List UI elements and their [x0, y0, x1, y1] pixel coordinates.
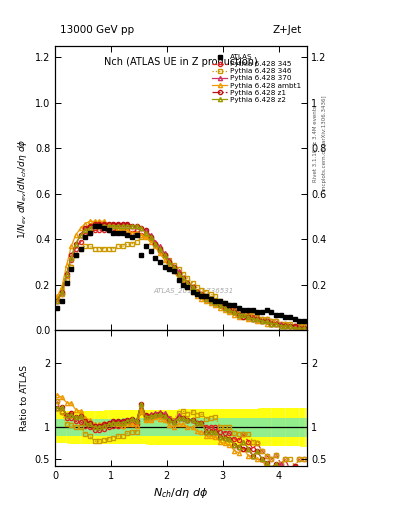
Pythia 6.428 345 [209, 295, 213, 302]
Pythia 6.428 345 [153, 241, 158, 247]
Pythia 6.428 346 [302, 323, 307, 329]
Line: Pythia 6.428 z2: Pythia 6.428 z2 [55, 224, 307, 330]
Line: Pythia 6.428 z1: Pythia 6.428 z1 [55, 222, 307, 330]
ATLAS [55, 305, 60, 311]
Text: mcplots.cern.ch [arXiv:1306.3436]: mcplots.cern.ch [arXiv:1306.3436] [322, 96, 327, 191]
Pythia 6.428 370 [209, 298, 213, 304]
Pythia 6.428 345 [288, 323, 293, 329]
Text: 13000 GeV pp: 13000 GeV pp [60, 25, 134, 35]
Pythia 6.428 370 [153, 239, 158, 245]
Pythia 6.428 z2 [195, 289, 199, 295]
ATLAS [101, 225, 106, 231]
Pythia 6.428 346 [143, 232, 148, 238]
Pythia 6.428 345 [101, 227, 106, 233]
Pythia 6.428 ambt1 [153, 243, 158, 249]
Pythia 6.428 346 [204, 289, 209, 295]
Text: Z+Jet: Z+Jet [272, 25, 301, 35]
Pythia 6.428 345 [302, 323, 307, 329]
Line: Pythia 6.428 ambt1: Pythia 6.428 ambt1 [55, 219, 307, 330]
Pythia 6.428 370 [204, 295, 209, 302]
Pythia 6.428 ambt1 [302, 325, 307, 331]
Line: ATLAS: ATLAS [55, 223, 307, 324]
Pythia 6.428 z2 [292, 325, 297, 331]
Pythia 6.428 ambt1 [195, 293, 199, 300]
Pythia 6.428 345 [227, 305, 232, 311]
Pythia 6.428 370 [297, 325, 302, 331]
ATLAS [209, 295, 213, 302]
Pythia 6.428 z1 [153, 241, 158, 247]
Pythia 6.428 370 [101, 221, 106, 227]
Pythia 6.428 346 [195, 284, 199, 290]
Pythia 6.428 345 [204, 293, 209, 300]
Pythia 6.428 370 [302, 325, 307, 331]
ATLAS [204, 293, 209, 300]
Pythia 6.428 z1 [195, 289, 199, 295]
ATLAS [297, 318, 302, 325]
Line: Pythia 6.428 345: Pythia 6.428 345 [55, 228, 307, 328]
Pythia 6.428 346 [292, 323, 297, 329]
Pythia 6.428 346 [209, 291, 213, 297]
ATLAS [92, 223, 97, 229]
Pythia 6.428 370 [92, 221, 97, 227]
Pythia 6.428 ambt1 [227, 309, 232, 315]
Pythia 6.428 z2 [209, 298, 213, 304]
Y-axis label: Ratio to ATLAS: Ratio to ATLAS [20, 365, 29, 431]
Pythia 6.428 ambt1 [55, 293, 60, 300]
Pythia 6.428 345 [55, 295, 60, 302]
Pythia 6.428 346 [227, 303, 232, 309]
ATLAS [227, 303, 232, 309]
Pythia 6.428 z2 [227, 307, 232, 313]
Pythia 6.428 z2 [153, 241, 158, 247]
Pythia 6.428 ambt1 [292, 325, 297, 331]
Pythia 6.428 z1 [297, 325, 302, 331]
Line: Pythia 6.428 370: Pythia 6.428 370 [55, 222, 307, 330]
Pythia 6.428 345 [195, 289, 199, 295]
Pythia 6.428 z2 [101, 223, 106, 229]
Pythia 6.428 370 [55, 298, 60, 304]
Line: Pythia 6.428 346: Pythia 6.428 346 [55, 233, 307, 328]
Pythia 6.428 ambt1 [209, 300, 213, 306]
Pythia 6.428 z1 [227, 307, 232, 313]
Pythia 6.428 z2 [55, 298, 60, 304]
Pythia 6.428 ambt1 [204, 298, 209, 304]
Pythia 6.428 z1 [204, 295, 209, 302]
ATLAS [195, 291, 199, 297]
Pythia 6.428 ambt1 [87, 218, 92, 224]
X-axis label: $N_{ch}/d\eta\ d\phi$: $N_{ch}/d\eta\ d\phi$ [153, 486, 208, 500]
Pythia 6.428 z2 [92, 223, 97, 229]
Text: Rivet 3.1.10, ≥ 3.4M events: Rivet 3.1.10, ≥ 3.4M events [312, 105, 318, 182]
Pythia 6.428 370 [195, 289, 199, 295]
ATLAS [153, 254, 158, 261]
Pythia 6.428 z1 [302, 325, 307, 331]
Pythia 6.428 z2 [302, 325, 307, 331]
Y-axis label: $1/N_{ev}\ dN_{ev}/dN_{ch}/d\eta\ d\phi$: $1/N_{ev}\ dN_{ev}/dN_{ch}/d\eta\ d\phi$ [16, 138, 29, 239]
Text: ATLAS_2019_I1736531: ATLAS_2019_I1736531 [153, 287, 233, 293]
Pythia 6.428 ambt1 [101, 218, 106, 224]
Pythia 6.428 370 [227, 307, 232, 313]
Pythia 6.428 346 [97, 246, 101, 252]
Pythia 6.428 z1 [55, 298, 60, 304]
Pythia 6.428 345 [92, 227, 97, 233]
Pythia 6.428 z1 [101, 221, 106, 227]
Pythia 6.428 z1 [209, 298, 213, 304]
Pythia 6.428 z1 [92, 221, 97, 227]
Pythia 6.428 346 [55, 295, 60, 302]
Pythia 6.428 z2 [204, 295, 209, 302]
Legend: ATLAS, Pythia 6.428 345, Pythia 6.428 346, Pythia 6.428 370, Pythia 6.428 ambt1,: ATLAS, Pythia 6.428 345, Pythia 6.428 34… [210, 53, 303, 104]
Pythia 6.428 346 [153, 241, 158, 247]
ATLAS [302, 318, 307, 325]
Text: Nch (ATLAS UE in Z production): Nch (ATLAS UE in Z production) [104, 57, 258, 68]
